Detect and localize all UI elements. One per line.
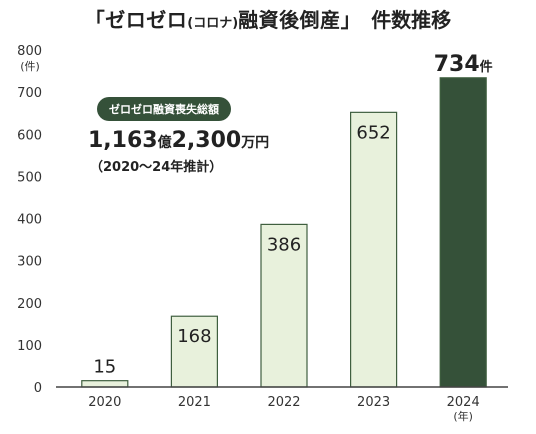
data-label: 168 [177, 326, 211, 347]
data-label: 15 [93, 357, 116, 378]
y-tick-label: 400 [17, 213, 42, 228]
loss-total-num-1: 1,163 [88, 128, 158, 153]
y-tick-label: 0 [34, 381, 42, 396]
x-tick-label: 2022 [267, 395, 300, 410]
x-tick-label: 2021 [178, 395, 211, 410]
data-label: 386 [267, 234, 301, 255]
chart-title: 「ゼロゼロ(コロナ)融資後倒産」 件数推移 [0, 4, 536, 33]
title-sub: (コロナ) [187, 16, 239, 31]
bar [350, 111, 398, 388]
x-tick-label: 2020 [88, 395, 121, 410]
y-tick-label: 800 [17, 44, 42, 59]
y-tick-label: 500 [17, 170, 42, 185]
y-axis-unit-label: (件) [20, 60, 40, 73]
data-label: 652 [356, 122, 390, 143]
loss-total-unit-1: 億 [157, 135, 172, 151]
x-tick-label: 2024 [447, 395, 480, 410]
loss-total-unit-2: 万円 [241, 135, 270, 151]
y-tick-label: 700 [17, 86, 42, 101]
title-main: 「ゼロゼロ [84, 8, 188, 32]
bar [81, 380, 129, 388]
loss-total-badge: ゼロゼロ融資喪失総額 [97, 97, 231, 121]
title-tail: 件数推移 [371, 8, 452, 32]
y-tick-label: 300 [17, 255, 42, 270]
loss-total-amount: 1,163億2,300万円 [88, 128, 269, 153]
loss-total-num-2: 2,300 [171, 128, 242, 153]
y-tick-label: 600 [17, 128, 42, 143]
data-label: 734件 [434, 52, 493, 77]
title-main-2: 融資後倒産」 [238, 8, 362, 32]
y-tick-label: 100 [17, 339, 42, 354]
bar [170, 315, 218, 388]
x-tick-label: 2023 [357, 395, 390, 410]
bar [439, 77, 487, 388]
y-tick-label: 200 [17, 297, 42, 312]
bar [260, 223, 308, 388]
x-axis-unit-label: (年) [453, 409, 473, 423]
loss-total-period: （2020～24年推計） [90, 160, 223, 175]
